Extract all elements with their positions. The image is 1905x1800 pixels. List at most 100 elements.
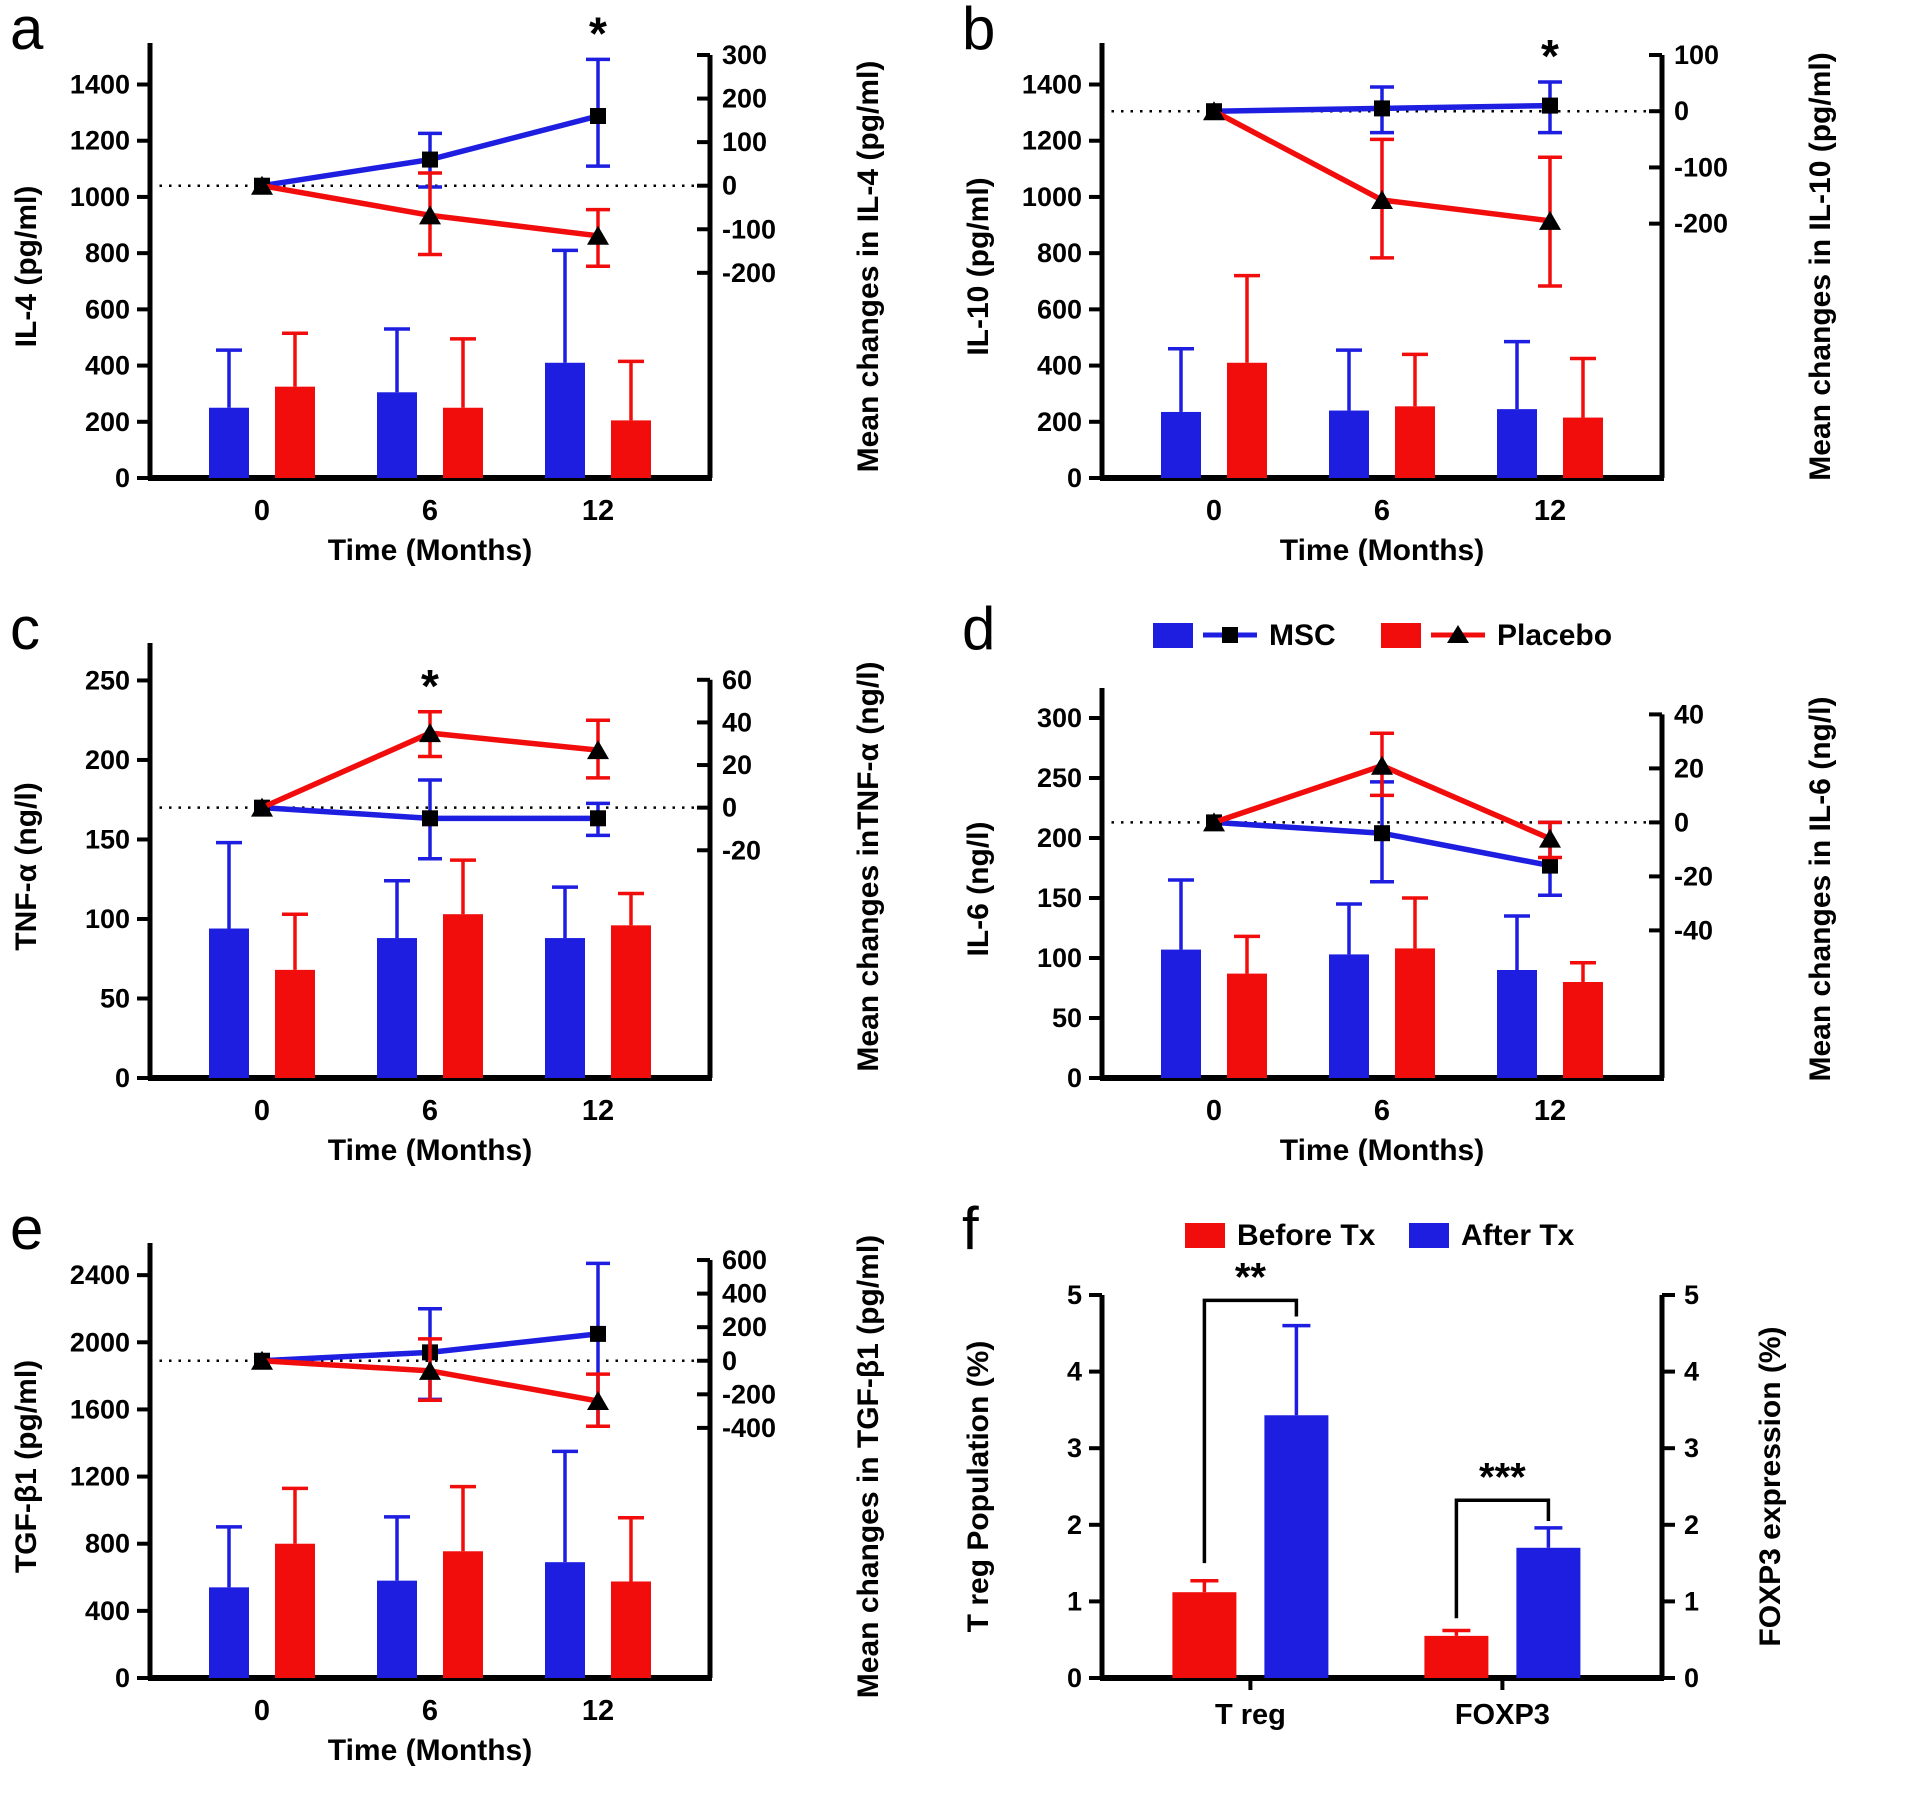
svg-text:0: 0 — [1674, 96, 1689, 126]
y-axis-left-ticks: 0 200 400 600 800 1000 1200 1400 — [70, 70, 150, 493]
svg-text:600: 600 — [1037, 294, 1082, 324]
panel-e-chart: 040080012001600200024006004002000-200-40… — [10, 1235, 885, 1767]
svg-text:FOXP3 expression (%): FOXP3 expression (%) — [1754, 1326, 1787, 1646]
svg-text:12: 12 — [582, 1695, 614, 1727]
svg-text:0: 0 — [1067, 1063, 1082, 1093]
svg-text:-20: -20 — [722, 835, 761, 865]
svg-text:0: 0 — [1206, 495, 1222, 527]
svg-text:T reg Population (%): T reg Population (%) — [962, 1341, 995, 1633]
y-axis-left-ticks: 0 200 400 600 800 1000 1200 1400 — [1022, 70, 1102, 493]
svg-text:12: 12 — [1534, 495, 1566, 527]
svg-text:100: 100 — [722, 127, 767, 157]
bar — [1329, 954, 1369, 1078]
svg-text:12: 12 — [582, 495, 614, 527]
svg-text:Time (Months): Time (Months) — [1280, 1134, 1484, 1167]
bar — [545, 938, 585, 1078]
svg-text:Mean changes in TGF-β1 (pg/ml): Mean changes in TGF-β1 (pg/ml) — [852, 1235, 885, 1698]
svg-text:FOXP3: FOXP3 — [1455, 1699, 1550, 1731]
svg-text:50: 50 — [1052, 1003, 1082, 1033]
y-axis-right-ticks: 40 20 0 -20 -40 — [1649, 699, 1713, 945]
svg-text:3: 3 — [1684, 1433, 1699, 1463]
y-axis-left-label: TGF-β1 (pg/ml) — [10, 1360, 43, 1573]
svg-text:1: 1 — [1067, 1586, 1082, 1616]
triangle-marker-icon — [419, 205, 441, 225]
bar — [443, 914, 483, 1078]
bars-msc — [209, 248, 585, 478]
svg-text:150: 150 — [85, 824, 130, 854]
svg-text:-20: -20 — [1674, 861, 1713, 891]
y-axis-right-label: Mean changes in IL-6 (ng/l) — [1804, 696, 1837, 1081]
svg-text:200: 200 — [85, 407, 130, 437]
bar — [1563, 417, 1603, 478]
y-axis-right-label: FOXP3 expression (%) — [1754, 1326, 1787, 1646]
bar — [1161, 411, 1201, 478]
bar — [611, 1581, 651, 1678]
line-msc — [254, 778, 610, 861]
svg-text:Placebo: Placebo — [1497, 619, 1612, 652]
svg-text:600: 600 — [722, 1245, 767, 1275]
x-axis-labels: 0 6 12 Time (Months) — [1206, 1095, 1566, 1167]
svg-text:100: 100 — [1037, 943, 1082, 973]
svg-text:IL-4 (pg/ml): IL-4 (pg/ml) — [10, 186, 43, 348]
legend-swatch — [1381, 623, 1421, 648]
significance: * — [421, 660, 439, 712]
panel-letter-c: c — [10, 600, 40, 662]
square-marker-icon — [1542, 97, 1558, 114]
line-placebo — [251, 171, 610, 269]
panel-f: f Before Tx After Tx 0 1 2 3 4 5 0 1 2 3 4 5 T reg Pop… — [952, 1200, 1905, 1800]
x-axis-labels: 0 6 12 Time (Months) — [254, 1095, 614, 1167]
triangle-marker-icon — [1539, 210, 1561, 230]
svg-text:-40: -40 — [1674, 915, 1713, 945]
bar — [1264, 1415, 1329, 1678]
bar — [1497, 970, 1537, 1078]
y-axis-right-ticks: 60 40 20 0 -20 — [697, 665, 761, 865]
svg-text:4: 4 — [1684, 1357, 1699, 1387]
line-placebo — [1203, 731, 1562, 860]
bar — [443, 1551, 483, 1678]
y-axis-left-label: T reg Population (%) — [962, 1341, 995, 1633]
legend-swatch — [1153, 623, 1193, 648]
bar — [1563, 982, 1603, 1078]
panel-letter-e: e — [10, 1200, 44, 1262]
legend-swatch — [1185, 1223, 1225, 1248]
svg-text:600: 600 — [85, 294, 130, 324]
bars-placebo — [1227, 896, 1603, 1078]
y-axis-left-label: IL-4 (pg/ml) — [10, 186, 43, 348]
svg-text:Mean changes inTNF-α (ng/l): Mean changes inTNF-α (ng/l) — [852, 661, 885, 1071]
bars-msc — [1161, 339, 1537, 478]
bars-placebo — [1227, 273, 1603, 478]
svg-text:3: 3 — [1067, 1433, 1082, 1463]
svg-text:Time (Months): Time (Months) — [1280, 534, 1484, 567]
y-axis-right-ticks: 0 1 2 3 4 5 — [1662, 1280, 1699, 1693]
bar — [209, 407, 249, 478]
legend-swatch — [1409, 1223, 1449, 1248]
svg-text:IL-6 (ng/l): IL-6 (ng/l) — [962, 822, 995, 957]
bar — [545, 1562, 585, 1678]
square-marker-icon — [1374, 100, 1390, 117]
svg-text:1200: 1200 — [1022, 126, 1082, 156]
line-placebo — [251, 1337, 610, 1428]
bar — [1161, 949, 1201, 1078]
svg-text:1200: 1200 — [70, 126, 130, 156]
triangle-marker-icon — [1447, 625, 1469, 643]
svg-text:5: 5 — [1684, 1280, 1699, 1310]
tx-legend: Before Tx After Tx — [1185, 1219, 1575, 1252]
y-axis-right-ticks: 100 0 -100 -200 — [1649, 40, 1728, 239]
line-msc — [1206, 80, 1562, 135]
y-axis-left-ticks: 0 50 100 150 200 250 — [85, 665, 150, 1093]
bar — [209, 928, 249, 1078]
bar — [1395, 406, 1435, 478]
svg-text:-400: -400 — [722, 1413, 776, 1443]
bars-msc — [209, 1449, 585, 1678]
svg-text:-200: -200 — [722, 1379, 776, 1409]
y-axis-left-ticks: 0 50 100 150 200 250 300 — [1037, 703, 1102, 1093]
svg-text:0: 0 — [115, 1063, 130, 1093]
svg-text:Mean changes in IL-4 (pg/ml): Mean changes in IL-4 (pg/ml) — [852, 61, 885, 473]
svg-text:**: ** — [1235, 1255, 1267, 1299]
x-axis-labels: 0 6 12 Time (Months) — [254, 495, 614, 567]
triangle-marker-icon — [1539, 828, 1561, 848]
triangle-marker-icon — [587, 225, 609, 245]
panel-d: d MSC Placebo 0 50 100 150 200 250 300 40 20 0 -20 -4… — [952, 600, 1905, 1200]
